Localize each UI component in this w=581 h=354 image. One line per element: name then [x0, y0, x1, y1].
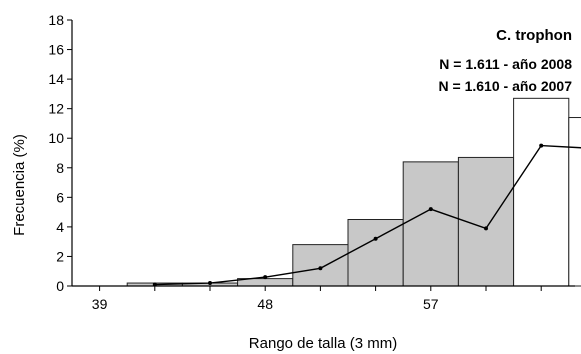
- line-point-48: [263, 275, 268, 280]
- bar-63: [513, 97, 570, 287]
- bar-66: [568, 117, 581, 287]
- y-tick-label-12: 12: [48, 101, 64, 117]
- y-tick-label-8: 8: [56, 160, 64, 176]
- bar-57: [402, 161, 459, 287]
- x-tick-label-57: 57: [423, 296, 439, 312]
- x-ticks-group: 39485766758493102: [92, 286, 542, 312]
- line-point-51: [318, 266, 323, 271]
- y-tick-label-4: 4: [56, 219, 64, 235]
- line-point-45: [208, 281, 212, 286]
- bars-group: [126, 97, 581, 287]
- x-tick-label-39: 39: [92, 296, 108, 312]
- y-axis-title: Frecuencia (%): [11, 134, 28, 236]
- y-tick-label-18: 18: [48, 12, 64, 28]
- y-tick-label-14: 14: [48, 71, 64, 87]
- y-tick-label-0: 0: [56, 278, 64, 294]
- chart-title: C. trophon: [496, 27, 572, 44]
- y-ticks-group: 0 2 4 6 8 10 12 14 16 18: [48, 12, 72, 294]
- line-point-54: [373, 236, 378, 241]
- axes-group: [71, 20, 575, 287]
- y-tick-label-6: 6: [56, 189, 64, 205]
- line-point-60: [484, 226, 488, 231]
- y-tick-label-16: 16: [48, 42, 64, 58]
- bar-54: [347, 219, 404, 287]
- bar-51: [292, 244, 349, 287]
- y-tick-label-2: 2: [56, 248, 64, 264]
- x-axis-title: Rango de talla (3 mm): [249, 335, 397, 352]
- x-tick-label-48: 48: [257, 296, 273, 312]
- annotation-2008: N = 1.611 - año 2008: [439, 56, 572, 72]
- line-series-path: [154, 144, 581, 286]
- line-point-57: [428, 207, 433, 212]
- line-point-63: [539, 143, 544, 148]
- annotation-2007: N = 1.610 - año 2007: [439, 78, 573, 94]
- y-tick-label-10: 10: [48, 130, 64, 146]
